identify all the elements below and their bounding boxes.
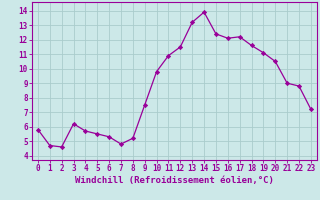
X-axis label: Windchill (Refroidissement éolien,°C): Windchill (Refroidissement éolien,°C)	[75, 176, 274, 185]
